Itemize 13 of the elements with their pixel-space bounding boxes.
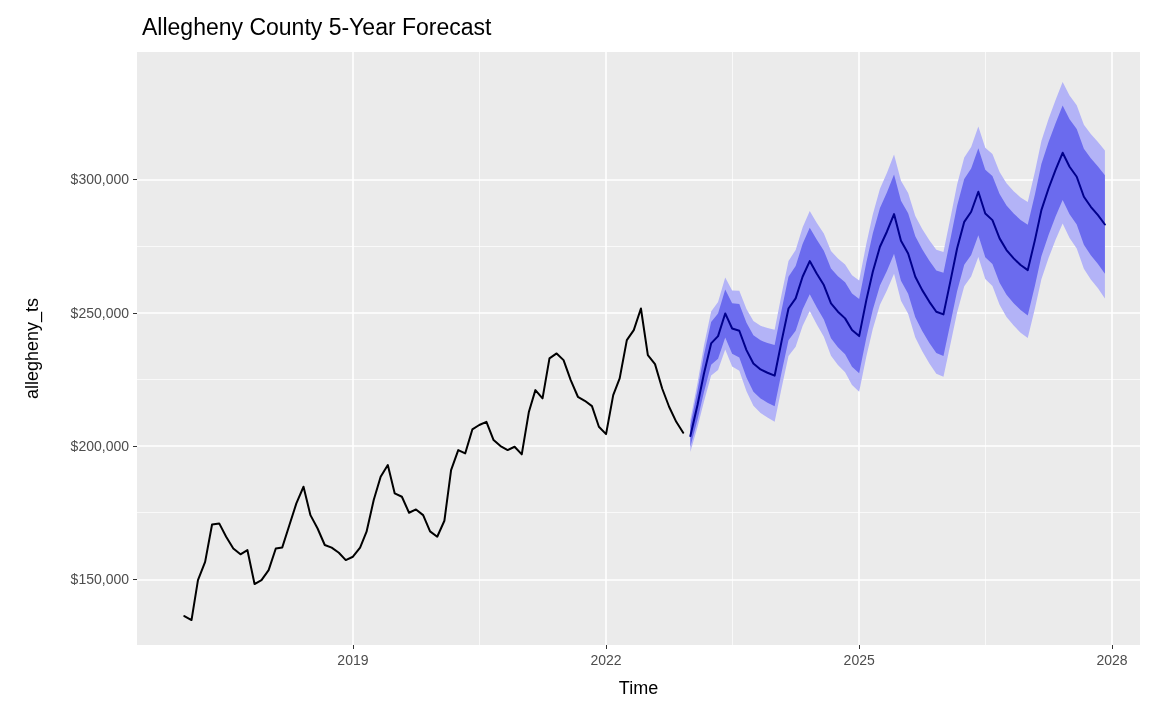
x-axis-title: Time — [618, 678, 659, 698]
line-series — [689, 151, 1106, 438]
y-tick-label: $200,000 — [70, 438, 130, 455]
x-tick-label: 2025 — [843, 652, 875, 668]
y-tick-label: $150,000 — [70, 571, 130, 588]
y-tick-label: $250,000 — [70, 304, 130, 321]
line-series — [183, 307, 685, 622]
chart-title: Allegheny County 5-Year Forecast — [142, 13, 493, 40]
y-axis-title: allegheny_ts — [22, 297, 43, 400]
x-tick-label: 2019 — [337, 652, 369, 668]
x-tick-label: 2028 — [1096, 652, 1128, 668]
y-tick-label: $300,000 — [70, 171, 130, 188]
x-tick-label: 2022 — [590, 652, 622, 668]
